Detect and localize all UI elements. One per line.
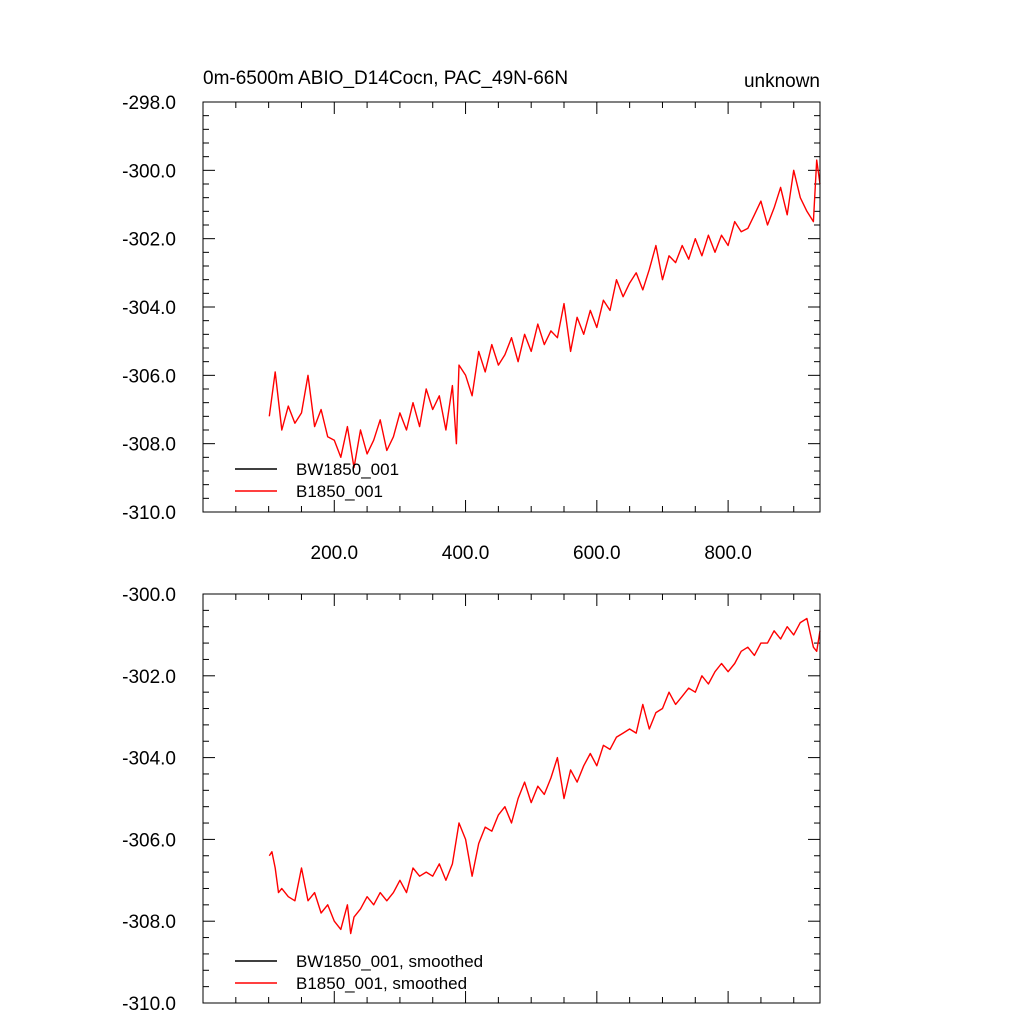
y-tick-label: -310.0 bbox=[122, 994, 176, 1015]
x-tick-label: 200.0 bbox=[311, 543, 359, 564]
y-tick-label: -300.0 bbox=[122, 585, 176, 606]
y-tick-label: -302.0 bbox=[122, 667, 176, 688]
y-tick-label: -306.0 bbox=[122, 830, 176, 851]
top-panel-series bbox=[268, 159, 821, 469]
bottom-panel-legend: BW1850_001, smoothed B1850_001, smoothed bbox=[235, 952, 483, 993]
series-line-b1850-001-smoothed bbox=[268, 617, 821, 935]
top-panel-ticks: -310.0 -308.0 -306.0 -304.0 -302.0 -300.0 -298… bbox=[122, 93, 820, 564]
chart-subtitle-right: unknown bbox=[744, 71, 820, 92]
x-tick-label: 800.0 bbox=[704, 543, 752, 564]
bottom-panel-ticks: -310.0 -308.0 -306.0 -304.0 -302.0 -300.0 bbox=[122, 585, 820, 1015]
top-panel-frame bbox=[202, 101, 821, 513]
legend-label-b1850-smoothed: B1850_001, smoothed bbox=[296, 974, 467, 993]
x-tick-label: 400.0 bbox=[442, 543, 490, 564]
series-line-b1850-001 bbox=[268, 159, 821, 469]
top-panel: 0m-6500m ABIO_D14Cocn, PAC_49N-66N unkno… bbox=[122, 68, 821, 564]
top-panel-legend: BW1850_001 B1850_001 bbox=[235, 460, 399, 501]
y-tick-label: -308.0 bbox=[122, 435, 176, 456]
chart-title: 0m-6500m ABIO_D14Cocn, PAC_49N-66N bbox=[203, 68, 568, 89]
legend-label-bw1850: BW1850_001 bbox=[296, 460, 399, 479]
bottom-panel-frame bbox=[202, 593, 821, 1004]
y-tick-label: -302.0 bbox=[122, 230, 176, 251]
legend-label-b1850: B1850_001 bbox=[296, 482, 383, 501]
y-tick-label: -304.0 bbox=[122, 298, 176, 319]
bottom-panel-series bbox=[268, 617, 821, 935]
x-tick-label: 600.0 bbox=[573, 543, 621, 564]
y-tick-label: -298.0 bbox=[122, 93, 176, 114]
y-tick-label: -306.0 bbox=[122, 366, 176, 387]
y-tick-label: -304.0 bbox=[122, 749, 176, 770]
y-tick-label: -310.0 bbox=[122, 503, 176, 524]
legend-label-bw1850-smoothed: BW1850_001, smoothed bbox=[296, 952, 483, 971]
y-tick-label: -308.0 bbox=[122, 912, 176, 933]
bottom-panel: -310.0 -308.0 -306.0 -304.0 -302.0 -300.0 BW1… bbox=[122, 585, 821, 1015]
y-tick-label: -300.0 bbox=[122, 161, 176, 182]
